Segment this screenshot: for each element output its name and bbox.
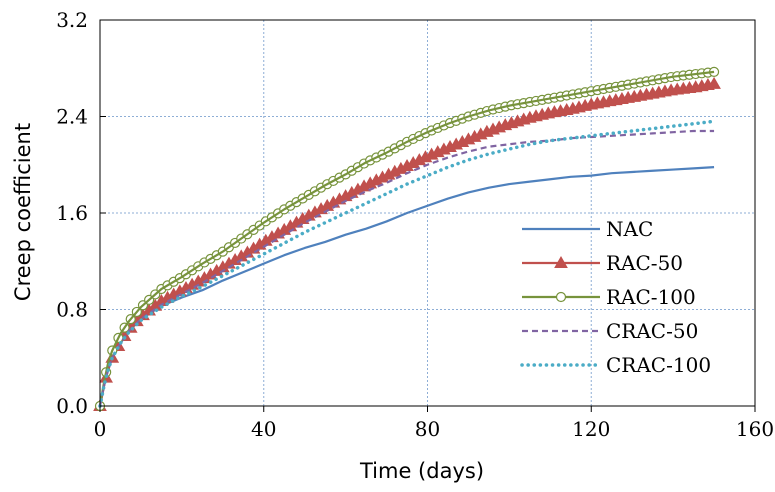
series-crac-100 — [98, 119, 716, 408]
legend-label: CRAC-50 — [606, 319, 698, 343]
series-line — [98, 119, 716, 408]
series-group — [93, 66, 721, 412]
x-tick-label: 0 — [94, 417, 107, 441]
data-point — [707, 76, 721, 89]
grid-lines — [100, 20, 755, 406]
legend: NAC RAC-50 RAC-100 CRAC-50 CRAC-100 — [520, 217, 711, 377]
legend-label: NAC — [606, 217, 653, 241]
legend-item-rac-50: RAC-50 — [522, 251, 683, 275]
y-tick-label: 3.2 — [56, 8, 88, 32]
series-line — [98, 70, 715, 407]
series-line — [98, 82, 715, 407]
series-rac-100 — [94, 66, 720, 412]
y-tick-label: 1.6 — [56, 201, 88, 225]
legend-item-nac: NAC — [522, 217, 653, 241]
x-tick-label: 120 — [572, 417, 610, 441]
y-tick-label: 2.4 — [56, 105, 88, 129]
legend-marker — [555, 291, 567, 303]
legend-marker — [554, 255, 568, 268]
x-tick-label: 40 — [251, 417, 276, 441]
legend-label: RAC-100 — [606, 285, 696, 309]
x-tick-label: 160 — [736, 417, 774, 441]
y-tick-label: 0.0 — [56, 394, 88, 418]
legend-item-crac-100: CRAC-100 — [520, 353, 711, 377]
tick-labels: 0 40 80 120 160 0.0 0.8 1.6 2.4 3.2 — [56, 8, 774, 441]
x-axis-label: Time (days) — [359, 459, 484, 483]
axes — [99, 19, 756, 412]
legend-item-crac-50: CRAC-50 — [522, 319, 698, 343]
y-axis-label: Creep coefficient — [11, 123, 35, 301]
legend-label: RAC-50 — [606, 251, 683, 275]
x-tick-label: 80 — [415, 417, 440, 441]
y-tick-label: 0.8 — [56, 298, 88, 322]
legend-item-rac-100: RAC-100 — [522, 285, 696, 309]
legend-label: CRAC-100 — [606, 353, 711, 377]
